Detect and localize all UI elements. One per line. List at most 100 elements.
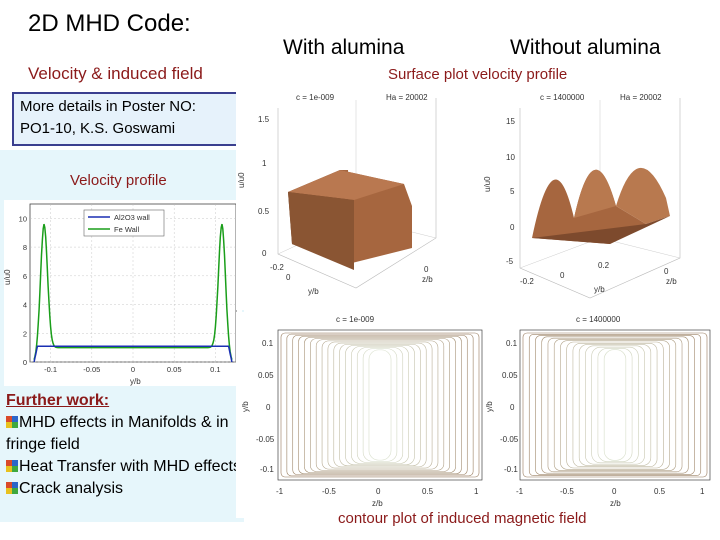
contour-line — [572, 342, 658, 468]
surface-left-zlabel: u/u0 — [237, 172, 246, 188]
x-tick-labels: -0.1 -0.05 0 0.05 0.1 — [44, 365, 220, 374]
contour-left-xtick: -1 — [276, 487, 284, 496]
contour-left-lines — [280, 332, 480, 478]
contour-line — [286, 333, 474, 477]
contour-right-xtick: -1 — [516, 487, 524, 496]
velocity-profile-plot: 0 2 4 6 8 10 -0.1 -0.05 0 0.05 0.1 u/u0 y/b Al2O3… — [4, 200, 242, 386]
surface-right-xlabel-a: y/b — [594, 285, 605, 294]
contour-line — [339, 343, 421, 467]
surface-right-ztick: 0 — [510, 223, 515, 232]
surface-left-ztick: 0.5 — [258, 207, 270, 216]
surface-left-xlabel-a: y/b — [308, 287, 319, 296]
surface-right-xtick: 0.2 — [598, 261, 610, 270]
further-work-title: Further work: — [6, 392, 110, 409]
surface-plot-without-alumina: c = 1400000 Ha = 20002 15 10 5 0 -5 u/u0… — [470, 88, 710, 310]
contour-left-xtick: 0 — [376, 487, 381, 496]
contour-line — [315, 339, 445, 471]
contour-left-ytick: -0.1 — [260, 465, 274, 474]
surface-right-ztick: -5 — [506, 257, 514, 266]
contour-left-xtick: 0.5 — [422, 487, 434, 496]
y-tick-label: 6 — [23, 272, 27, 281]
further-work-item-2: Heat Transfer with MHD effects — [6, 456, 242, 478]
surface-block-face — [288, 192, 354, 270]
contour-right-lines — [522, 332, 708, 478]
surface-hump-right — [574, 167, 670, 224]
contour-line — [362, 348, 398, 462]
series-fe-wall — [33, 223, 233, 360]
surface-right-c-label: c = 1400000 — [540, 93, 585, 102]
series-al2o3-wall — [33, 345, 233, 363]
surface-right-xtick: -0.2 — [520, 277, 534, 286]
x-tick-label: 0.1 — [210, 365, 220, 374]
x-tick-label: -0.05 — [83, 365, 100, 374]
surface-left-tick-c: 0 — [424, 265, 429, 274]
y-tick-label: 4 — [23, 301, 27, 310]
surface-left-ztick: 1 — [262, 159, 267, 168]
header-without-alumina: Without alumina — [510, 36, 661, 59]
legend-label-fe: Fe Wall — [114, 225, 139, 234]
x-tick-label: -0.1 — [44, 365, 57, 374]
contour-right-title: c = 1400000 — [576, 315, 621, 324]
poster-line-1: More details in Poster NO: — [20, 98, 196, 115]
contour-line — [321, 340, 439, 470]
further-work-section: Further work: MHD effects in Manifolds &… — [6, 390, 242, 500]
contour-line — [597, 348, 633, 462]
contour-line — [566, 341, 664, 469]
surface-left-ztick: 0 — [262, 249, 267, 258]
contour-left-ytick: -0.05 — [256, 435, 275, 444]
surface-right-ztick: 5 — [510, 187, 515, 196]
surface-right-xtick: 0 — [560, 271, 565, 280]
axes-box — [519, 98, 681, 299]
contour-line — [304, 337, 456, 473]
contour-line — [541, 336, 689, 474]
contour-line — [368, 349, 392, 461]
contour-line — [356, 347, 404, 463]
contour-right-xtick: 1 — [700, 487, 705, 496]
contour-left-ylabel: y/b — [241, 401, 250, 412]
y-axis-label: u/u0 — [4, 269, 12, 285]
slide-title: 2D MHD Code: — [28, 10, 191, 37]
y-tick-label: 8 — [23, 243, 27, 252]
contour-plot-with-alumina: c = 1e-009 0.1 0.05 0 -0.05 -0.1 y/b -1 … — [236, 312, 490, 518]
contour-line — [310, 338, 450, 472]
further-work-item-1: MHD effects in Manifolds & in fringe fie… — [6, 412, 242, 456]
y-tick-label: 10 — [19, 214, 27, 223]
contour-right-xlabel: z/b — [610, 499, 621, 508]
velocity-profile-label: Velocity profile — [70, 172, 167, 189]
y-tick-label: 0 — [23, 358, 27, 367]
contour-line — [528, 333, 702, 477]
x-tick-label: 0 — [131, 365, 135, 374]
bullet-icon — [6, 482, 18, 494]
surface-left-ha-label: Ha = 20002 — [386, 93, 428, 102]
legend-box — [83, 209, 165, 237]
further-work-item-1-text: MHD effects in Manifolds & in fringe fie… — [6, 414, 229, 453]
contour-right-xtick: -0.5 — [560, 487, 574, 496]
legend-label-al2o3: Al2O3 wall — [114, 213, 150, 222]
axes-box — [277, 98, 437, 289]
contour-right-ytick: 0 — [510, 403, 515, 412]
contour-caption: contour plot of induced magnetic field — [338, 510, 587, 527]
contour-line — [591, 346, 639, 464]
contour-line — [292, 334, 468, 476]
contour-right-xtick: 0.5 — [654, 487, 666, 496]
contour-left-xtick: 1 — [474, 487, 479, 496]
surface-left-ztick: 1.5 — [258, 115, 270, 124]
contour-left-frame — [277, 329, 483, 481]
contour-line — [578, 344, 652, 466]
contour-line — [333, 342, 427, 468]
surface-right-ztick: 10 — [506, 153, 515, 162]
further-work-item-2-text: Heat Transfer with MHD effects — [19, 458, 241, 475]
bullet-icon — [6, 416, 18, 428]
bullet-icon — [6, 460, 18, 472]
contour-plot-without-alumina: c = 1400000 0.1 0.05 0 -0.05 -0.1 y/b -1… — [486, 312, 716, 508]
surface-right-tick-c: 0 — [664, 267, 669, 276]
surface-left-xtick: -0.2 — [270, 263, 284, 272]
surface-plot-caption: Surface plot velocity profile — [388, 66, 568, 83]
poster-line-2: PO1-10, K.S. Goswami — [20, 120, 176, 137]
surface-right-zlabel: u/u0 — [483, 176, 492, 192]
contour-line — [535, 335, 695, 475]
x-tick-label: 0.05 — [167, 365, 182, 374]
surface-block-top — [288, 170, 404, 200]
poster-details-box: More details in Poster NO: PO1-10, K.S. … — [12, 92, 240, 146]
contour-line — [327, 341, 433, 469]
